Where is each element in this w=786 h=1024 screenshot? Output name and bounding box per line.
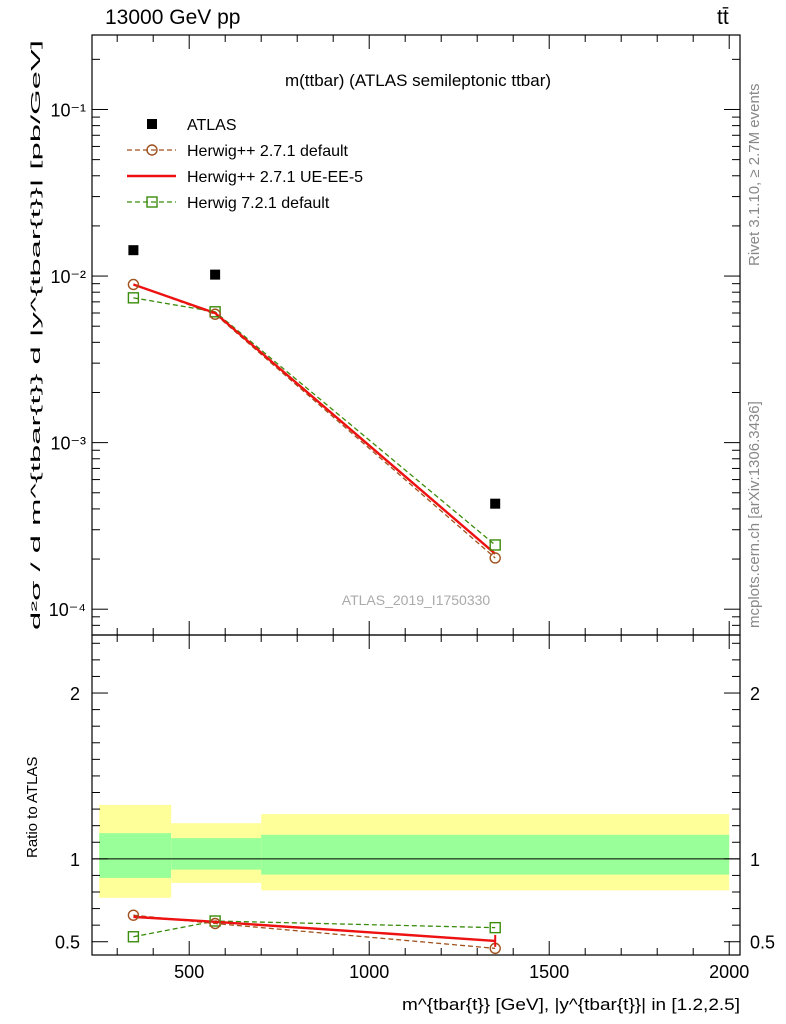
ratio-y-tick-label-left: 0.5	[55, 933, 80, 953]
y-tick-label: 10⁻¹	[50, 100, 86, 120]
ratio-band-inner	[99, 833, 172, 878]
main-plot-series	[127, 245, 501, 564]
atlas-data-point	[490, 498, 501, 509]
x-tick-label: 2000	[709, 962, 749, 982]
atlas-data-point	[128, 245, 139, 256]
plot-frames	[91, 34, 741, 956]
ratio-uncertainty-bands	[99, 804, 730, 898]
herwigpp-default-point	[127, 278, 140, 291]
axis-ticks: 500 1000 1500 2000 10⁻⁴ 10⁻³ 10⁻² 10⁻¹ 0.5 0.5 1 1 2…	[49, 35, 775, 982]
legend-herwig7-default-marker	[146, 196, 158, 208]
ratio-y-axis-label: Ratio to ATLAS	[24, 757, 41, 858]
y-tick-label: 10⁻⁴	[49, 600, 86, 620]
legend-entry-label: Herwig 7.2.1 default	[187, 195, 330, 212]
legend-atlas-marker	[147, 119, 157, 129]
legend-entry-label: Herwig++ 2.7.1 default	[187, 143, 349, 160]
ratio-y-tick-label-left: 1	[70, 850, 80, 870]
ratio-plot-frame	[91, 634, 741, 956]
legend-entry-label: Herwig++ 2.7.1 UE-EE-5	[187, 169, 363, 186]
legend-herwigpp-default-marker	[146, 144, 158, 156]
herwigpp-default-point	[489, 552, 501, 564]
ratio-y-tick-label-right: 0.5	[750, 933, 775, 953]
ratio-herwigpp-default-point	[209, 917, 221, 930]
legend-entry-label: ATLAS	[187, 117, 237, 134]
herwig7-default-point	[127, 292, 140, 304]
ratio-herwig7-default-point	[489, 921, 501, 934]
header-process-label: 13000 GeV pp	[105, 6, 241, 29]
herwig7-default-point	[489, 539, 501, 551]
x-tick-label: 500	[174, 962, 204, 982]
main-y-axis-label: d²σ / d m^{tbar{t}} d |y^{tbar{t}}| [pb/…	[28, 40, 43, 630]
x-tick-label: 1500	[529, 962, 569, 982]
legend: ATLAS Herwig++ 2.7.1 default Herwig++ 2.7.…	[127, 117, 363, 212]
ratio-band-inner	[261, 834, 730, 875]
ratio-herwigpp-ueee5-line	[133, 915, 496, 943]
main-plot-title: m(ttbar) (ATLAS semileptonic ttbar)	[285, 71, 551, 90]
herwigpp-default-line	[133, 283, 496, 559]
atlas-data-point	[210, 269, 221, 280]
header-ttbar-label: tt̄	[717, 6, 729, 29]
y-tick-label: 10⁻²	[50, 267, 86, 287]
x-axis-label: m^{tbar{t}} [GeV], |y^{tbar{t}}| in [1.2…	[402, 995, 740, 1014]
ratio-y-tick-label-right: 2	[750, 684, 760, 704]
herwigpp-default-point	[209, 308, 221, 320]
ratio-band-inner	[171, 838, 262, 870]
ratio-herwig7-default-point	[127, 931, 140, 943]
x-tick-label: 1000	[349, 962, 389, 982]
ratio-y-tick-label-right: 1	[750, 850, 760, 870]
analysis-watermark: ATLAS_2019_I1750330	[342, 592, 491, 608]
ratio-herwigpp-default-point	[127, 909, 140, 921]
ratio-y-tick-label-left: 2	[70, 684, 80, 704]
herwigpp-ueee5-line	[133, 283, 496, 555]
ratio-plot-series	[127, 909, 501, 955]
axis-labels: m(ttbar) (ATLAS semileptonic ttbar) ATLA…	[24, 40, 740, 1014]
y-tick-label: 10⁻³	[50, 434, 86, 454]
